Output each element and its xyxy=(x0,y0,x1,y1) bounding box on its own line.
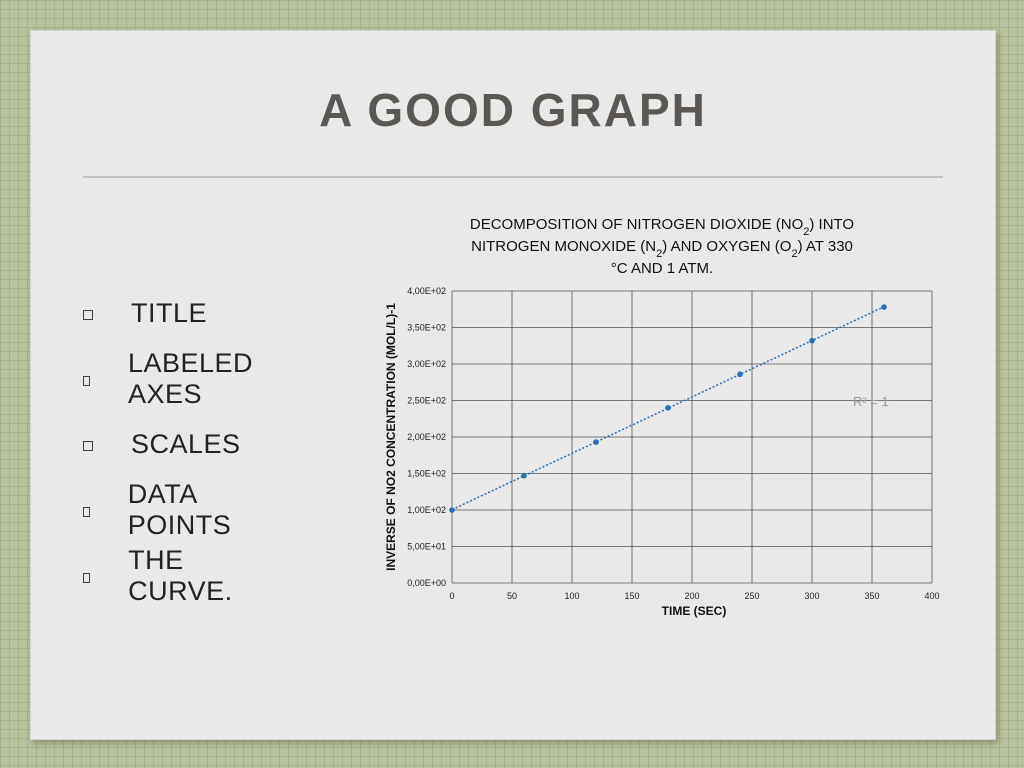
bullet-item: THE CURVE. xyxy=(83,545,236,606)
slide-title: A GOOD GRAPH xyxy=(319,84,707,136)
chart: DECOMPOSITION OF NITROGEN DIOXIDE (NO2) … xyxy=(384,216,940,618)
y-tick-label: 2,00E+02 xyxy=(407,432,446,442)
bullet-item: DATA POINTS xyxy=(83,479,235,540)
bullet-text: THE CURVE. xyxy=(128,545,233,606)
bullet-box-icon xyxy=(83,573,91,583)
bullet-text: SCALES xyxy=(131,428,241,459)
data-point xyxy=(521,472,527,479)
bullet-text: TITLE xyxy=(131,297,208,328)
chart-title: DECOMPOSITION OF NITROGEN DIOXIDE (NO2) … xyxy=(470,216,854,277)
y-axis-label: INVERSE OF NO2 CONCENTRATION (MOL/L)-1 xyxy=(384,303,398,571)
x-tick-label: 300 xyxy=(804,591,819,601)
x-tick-label: 0 xyxy=(449,591,454,601)
r-squared-annotation: R² = 1 xyxy=(853,394,889,409)
bullet-box-icon xyxy=(83,376,90,386)
data-point xyxy=(881,304,887,310)
x-tick-label: 200 xyxy=(684,591,699,601)
chart-title-line: °C AND 1 ATM. xyxy=(611,260,713,277)
y-tick-label: 0,00E+00 xyxy=(407,578,446,588)
x-tick-label: 250 xyxy=(744,591,759,601)
data-point xyxy=(809,337,815,344)
bullet-item: SCALES xyxy=(83,424,241,464)
x-tick-label: 150 xyxy=(624,591,639,601)
bullet-box-icon xyxy=(83,507,90,517)
bullet-box-icon xyxy=(83,310,93,320)
x-tick-label: 350 xyxy=(864,591,879,601)
y-tick-label: 1,50E+02 xyxy=(407,469,446,479)
y-tick-label: 1,00E+02 xyxy=(407,505,446,515)
x-tick-label: 50 xyxy=(507,591,517,601)
y-tick-label: 3,00E+02 xyxy=(407,359,446,369)
chart-title-line: NITROGEN MONOXIDE (N2) AND OXYGEN (O2) A… xyxy=(471,238,853,260)
y-tick-label: 5,00E+01 xyxy=(407,542,446,552)
y-tick-label: 2,50E+02 xyxy=(407,396,446,406)
y-tick-label: 4,00E+02 xyxy=(407,286,446,296)
chart-grid xyxy=(451,290,933,584)
chart-title-line: DECOMPOSITION OF NITROGEN DIOXIDE (NO2) … xyxy=(470,216,854,238)
x-axis-label: TIME (SEC) xyxy=(662,604,727,618)
data-point xyxy=(593,439,599,445)
title-divider xyxy=(83,176,943,178)
data-point xyxy=(665,405,671,411)
data-point xyxy=(449,507,455,513)
data-point xyxy=(737,371,743,378)
slide: A GOOD GRAPH TITLE LABELED AXES SCALES DATA… xyxy=(30,30,996,740)
x-tick-labels: 0 50 100 150 200 250 300 350 400 xyxy=(449,591,939,601)
data-points xyxy=(449,304,887,513)
x-tick-label: 400 xyxy=(924,591,939,601)
y-tick-labels: 0,00E+00 5,00E+01 1,00E+02 1,50E+02 2,00E+02… xyxy=(407,286,446,588)
x-tick-label: 100 xyxy=(564,591,579,601)
y-tick-label: 3,50E+02 xyxy=(407,323,446,333)
bullet-text: LABELED AXES xyxy=(127,348,254,409)
bullet-box-icon xyxy=(83,441,93,451)
bullet-item: LABELED AXES xyxy=(83,348,256,409)
bullet-text: DATA POINTS xyxy=(127,479,232,540)
bullet-item: TITLE xyxy=(83,293,207,333)
